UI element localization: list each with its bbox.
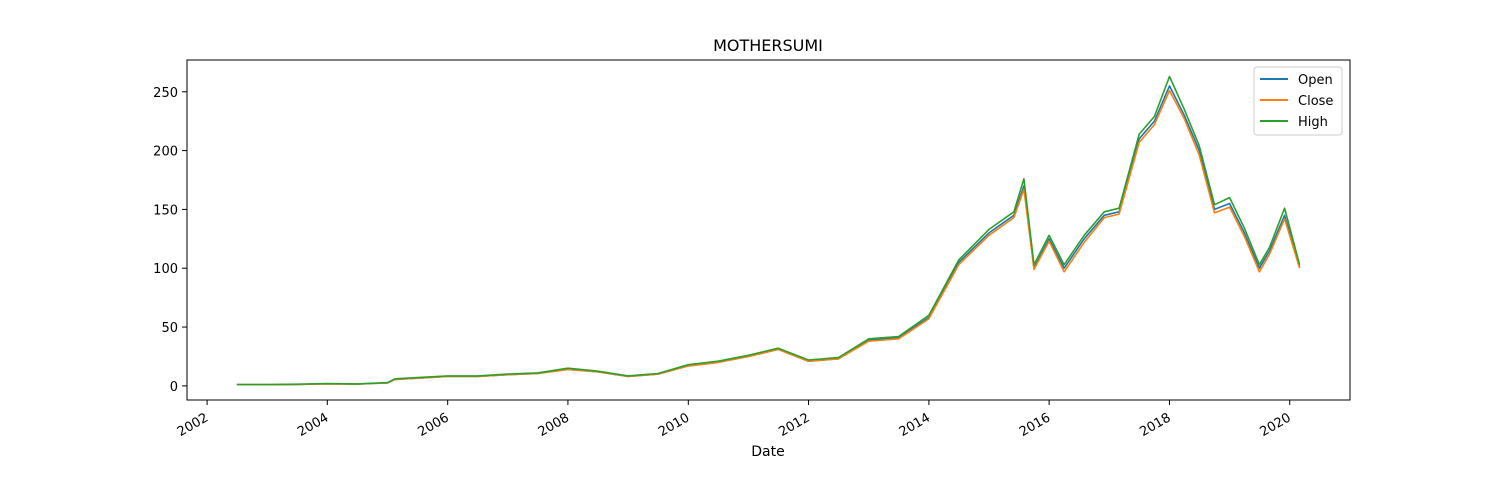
y-tick-label: 200 bbox=[153, 145, 178, 160]
x-tick-label: 2008 bbox=[536, 410, 572, 440]
series-line-close bbox=[236, 89, 1301, 386]
legend: Open Close High bbox=[1253, 66, 1343, 136]
x-tick-label: 2012 bbox=[776, 410, 812, 440]
legend-label-close: Close bbox=[1298, 94, 1333, 109]
y-axis-ticks: 0 50 100 150 200 250 bbox=[153, 86, 187, 395]
y-tick-label: 150 bbox=[153, 203, 178, 218]
x-tick-label: 2010 bbox=[656, 410, 692, 440]
y-tick-label: 0 bbox=[170, 380, 178, 395]
chart-title: MOTHERSUMI bbox=[713, 36, 823, 55]
x-tick-label: 2016 bbox=[1017, 410, 1053, 440]
x-tick-label: 2004 bbox=[295, 410, 331, 440]
x-tick-label: 2020 bbox=[1258, 410, 1294, 440]
legend-label-high: High bbox=[1298, 115, 1328, 130]
series-line-open bbox=[236, 85, 1301, 386]
y-tick-label: 100 bbox=[153, 262, 178, 277]
y-tick-label: 50 bbox=[161, 321, 178, 336]
legend-box bbox=[1253, 66, 1343, 136]
series-layer bbox=[236, 75, 1301, 386]
plot-frame bbox=[186, 59, 1351, 401]
x-axis-ticks: 2002 2004 2006 2008 2010 2012 2014 2016 2018 2020 bbox=[175, 400, 1294, 440]
x-tick-label: 2002 bbox=[175, 410, 211, 440]
legend-label-open: Open bbox=[1298, 73, 1333, 88]
y-tick-label: 250 bbox=[153, 86, 178, 101]
x-tick-label: 2014 bbox=[897, 410, 933, 440]
x-tick-label: 2006 bbox=[416, 410, 452, 440]
x-axis-label: Date bbox=[751, 444, 784, 460]
series-line-high bbox=[236, 75, 1301, 386]
x-tick-label: 2018 bbox=[1137, 410, 1173, 440]
